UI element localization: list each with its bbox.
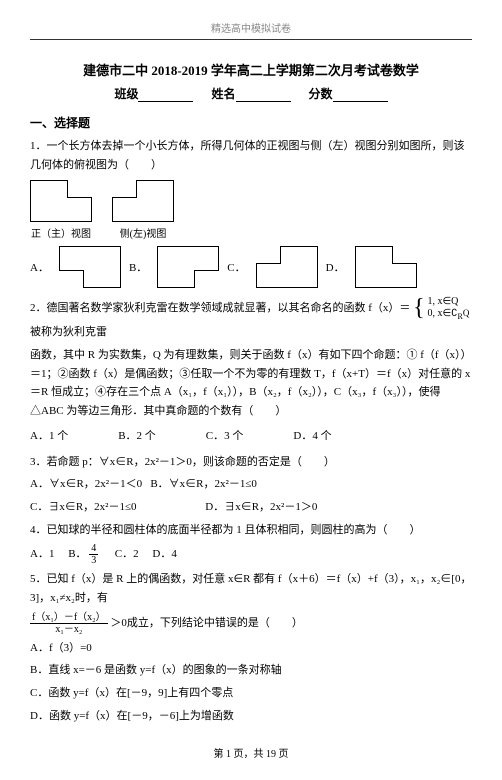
q2-options: A．1 个 B．2 个 C．3 个 D．4 个	[30, 427, 472, 443]
q3-optD: D．∃x∈R，2x²－1＞0	[205, 501, 317, 513]
score-label: 分数	[309, 87, 333, 101]
q2-optD: D．4 个	[293, 427, 331, 443]
header-rule	[30, 39, 472, 40]
q4-optB-pre: B．	[68, 548, 86, 560]
q3-optB: B．∀x∈R，2x²－1≤0	[150, 478, 257, 490]
q1-optC-label: C．	[227, 259, 245, 275]
q4-optB-den: 3	[89, 555, 98, 566]
q4-optB-num: 4	[89, 543, 98, 555]
q5-frac: f（x₁）－f（x₂） x₁－x₂	[30, 612, 108, 635]
q2-piece1: 1, x∈Q	[427, 296, 458, 307]
q5-frac-num: f（x₁）－f（x₂）	[30, 612, 108, 624]
q5-stem-2: ＞0成立，下列结论中错误的是（ ）	[110, 617, 303, 629]
brace-icon: {	[413, 294, 425, 323]
q2-piece2-tail: Q	[463, 308, 470, 318]
watermark: 精选高中模拟试卷	[30, 20, 472, 35]
q1-optC-diagram	[256, 246, 318, 288]
q5-stem-line1: 5．已知 f（x）是 R 上的偶函数，对任意 x∈R 都有 f（x＋6）＝f（x…	[30, 570, 472, 607]
side-view-label: 侧(左)视图	[120, 225, 167, 240]
q3-optA: A．∀x∈R，2x²－1＜0	[30, 478, 142, 490]
exam-title: 建德市二中 2018-2019 学年高二上学期第二次月考试卷数学	[30, 60, 472, 79]
q4-optB-frac: 4 3	[89, 543, 98, 566]
q5-stem-line2: f（x₁）－f（x₂） x₁－x₂ ＞0成立，下列结论中错误的是（ ）	[30, 612, 472, 635]
side-view-notch	[112, 180, 137, 198]
name-label: 姓名	[211, 87, 235, 101]
side-view-diagram	[112, 180, 174, 222]
q1-optA-diagram	[59, 246, 121, 288]
q2-optB: B．2 个	[118, 427, 156, 443]
class-label: 班级	[114, 87, 138, 101]
front-view-diagram	[30, 180, 92, 222]
q2-stem-1: 2．德国著名数学家狄利克雷在数学领域成就显著，以其名命名的函数 f（x）＝	[30, 302, 410, 314]
fill-in-line: 班级 姓名 分数	[30, 85, 472, 102]
q4-optC: C．2	[115, 548, 139, 560]
front-view-box: 正（主）视图	[30, 180, 92, 240]
class-blank	[138, 90, 193, 102]
section-1-heading: 一、选择题	[30, 114, 472, 131]
q1-optD-diagram	[355, 246, 417, 288]
q1-views: 正（主）视图 侧(左)视图	[30, 180, 472, 240]
q2-stem-3: 函数，其中 R 为实数集，Q 为有理数集，则关于函数 f（x）有如下四个命题：①…	[30, 346, 472, 421]
q4-opts: A．1 B． 4 3 C．2 D．4	[30, 543, 472, 566]
q1-optB-diagram	[157, 246, 219, 288]
q3-opts-1: A．∀x∈R，2x²－1＜0 B．∀x∈R，2x²－1≤0	[30, 475, 472, 494]
q5-optB: B．直线 x=－6 是函数 y=f（x）的图象的一条对称轴	[30, 661, 472, 680]
q3-stem: 3．若命题 p：∀x∈R，2x²－1＞0，则该命题的否定是（ ）	[30, 453, 472, 472]
q5-optA: A．f（3）=0	[30, 639, 472, 658]
score-blank	[333, 90, 388, 102]
q4-optA: A．1	[30, 548, 54, 560]
q1-options: A． B． C． D．	[30, 246, 472, 288]
q2-piece2: 0, x∈∁	[427, 308, 457, 319]
q1-optA-label: A．	[30, 259, 49, 275]
q5-optD: D．函数 y=f（x）在[－9，－6]上为增函数	[30, 707, 472, 726]
name-blank	[236, 90, 291, 102]
q2-stem-2: 被称为狄利克雷	[30, 326, 107, 338]
q2-piecewise: { 1, x∈Q 0, x∈∁RQ	[413, 294, 469, 323]
q2-stem: 2．德国著名数学家狄利克雷在数学领域成就显著，以其名命名的函数 f（x）＝ { …	[30, 294, 472, 341]
page-footer: 第 1 页，共 19 页	[30, 745, 472, 760]
q1-stem: 1．一个长方体去掉一个小长方体，所得几何体的正视图与侧（左）视图分别如图所，则该…	[30, 137, 472, 174]
q4-optD: D．4	[152, 548, 176, 560]
q4-stem: 4．已知球的半径和圆柱体的底面半径都为 1 且体积相同，则圆柱的高为（ ）	[30, 521, 472, 540]
front-view-label: 正（主）视图	[31, 225, 91, 240]
q5-optC: C．函数 y=f（x）在[－9，9]上有四个零点	[30, 684, 472, 703]
q3-optC: C．∃x∈R，2x²－1≤0	[30, 501, 137, 513]
q2-optA: A．1 个	[30, 427, 68, 443]
front-view-notch	[67, 180, 92, 198]
side-view-box: 侧(左)视图	[112, 180, 174, 240]
q2-optC: C．3 个	[206, 427, 244, 443]
q1-optD-label: D．	[326, 259, 345, 275]
q5-frac-den: x₁－x₂	[30, 624, 108, 635]
q1-optB-label: B．	[129, 259, 147, 275]
q3-opts-2: C．∃x∈R，2x²－1≤0 D．∃x∈R，2x²－1＞0	[30, 498, 472, 517]
